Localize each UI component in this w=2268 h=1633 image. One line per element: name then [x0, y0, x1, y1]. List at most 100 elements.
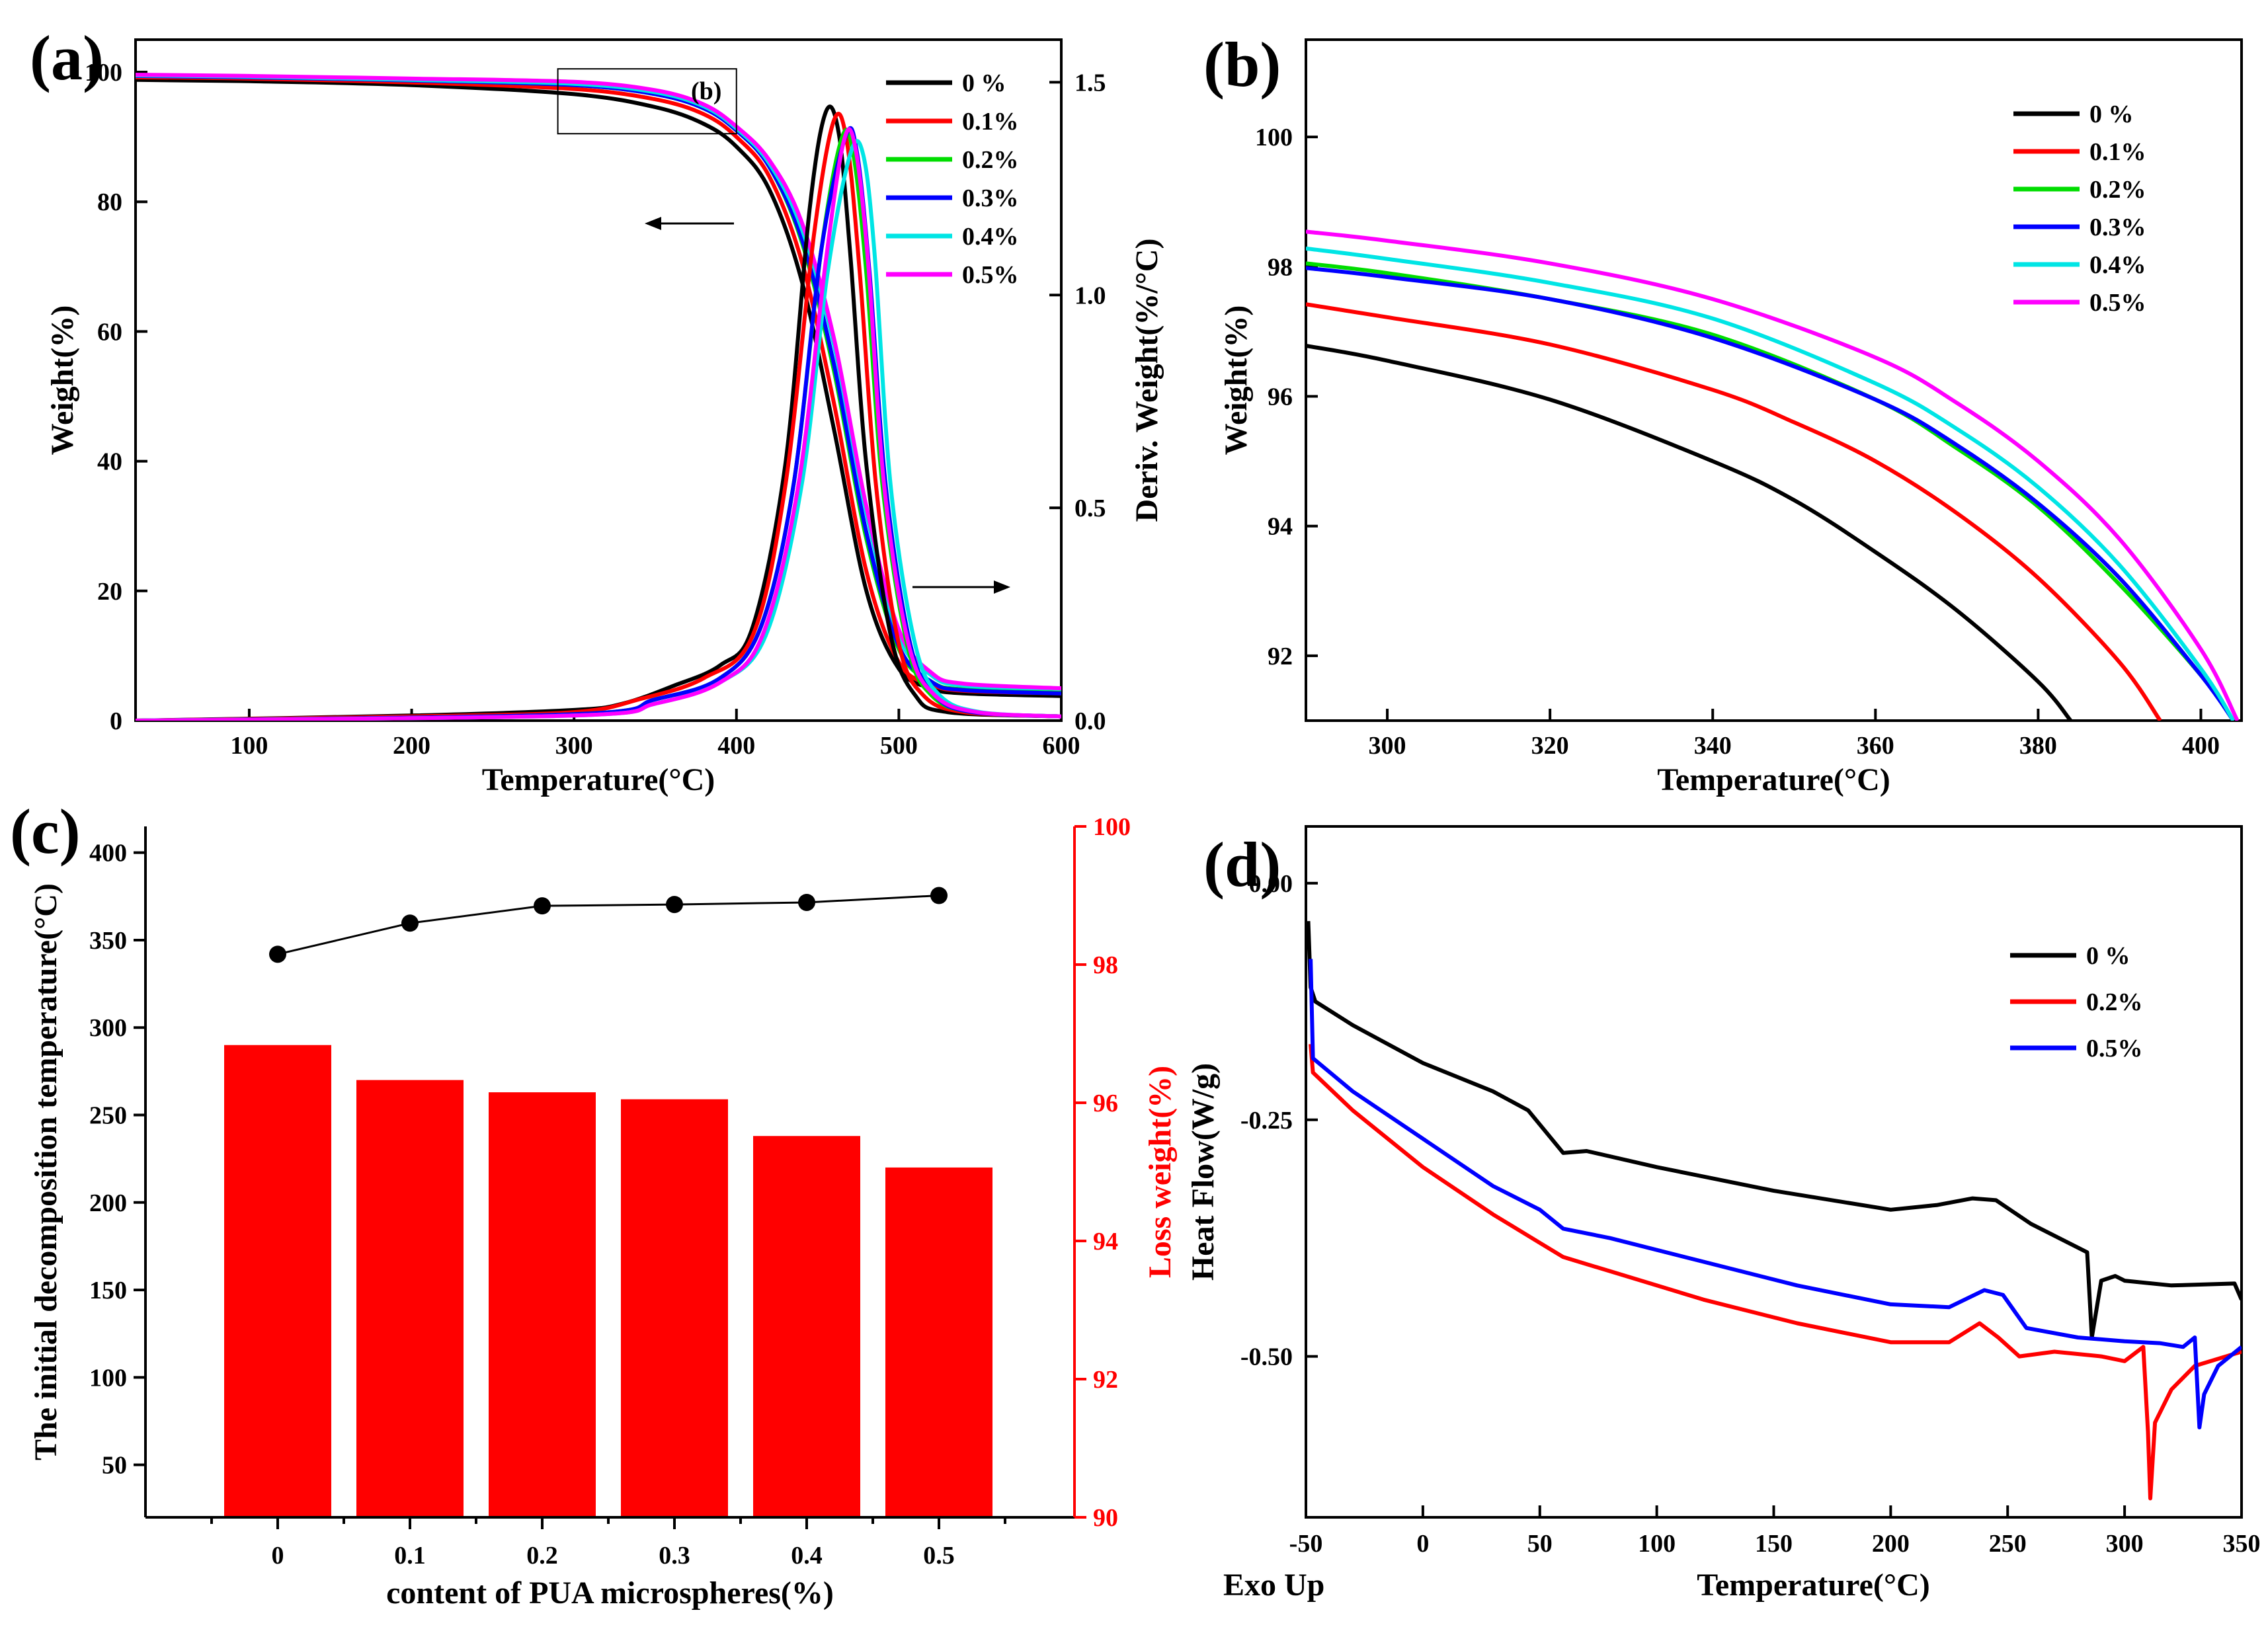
panel-d-x-tick-label-6: 250: [1989, 1530, 2027, 1558]
panel-a-y-tick-label-1: 20: [97, 578, 122, 606]
panel-b-x-tick-label-4: 380: [2019, 732, 2057, 760]
panel-c-x-tick-label-5: 0.5: [923, 1542, 955, 1570]
panel-b-label: (b): [1203, 29, 1281, 100]
panel-d-x-tick-label-4: 150: [1755, 1530, 1793, 1558]
panel-a-y2-tick-label-0: 0.0: [1074, 707, 1106, 735]
panel-a-legend-label-3: 0.3%: [962, 184, 1019, 212]
panel-c-x-tick-label-0: 0: [272, 1542, 284, 1570]
panel-b-legend-label-2: 0.2%: [2089, 176, 2146, 204]
panel-c-y2-axis-label: Loss weight(%): [1143, 1066, 1178, 1278]
panel-a-y-tick-label-3: 60: [97, 318, 122, 346]
panel-c-x-tick-label-4: 0.4: [791, 1542, 823, 1570]
panel-c-x-tick-label-1: 0.1: [394, 1542, 426, 1570]
panel-c-y-tick-label-6: 350: [89, 927, 127, 955]
panel-d-x-axis-label: Temperature(°C): [1697, 1568, 1929, 1603]
panel-c-point-5: [930, 887, 948, 904]
panel-a-y-tick-label-5: 100: [85, 59, 122, 87]
panel-b-line-4: [1306, 246, 2236, 721]
panel-c-y-tick-label-2: 150: [89, 1277, 127, 1304]
panel-a-deriv-line-3: [136, 126, 1061, 721]
panel-a-y-tick-label-4: 80: [97, 188, 122, 216]
panel-b-x-axis-label: Temperature(°C): [1657, 762, 1890, 797]
panel-a-weight-line-5: [136, 73, 1061, 690]
panel-a-x-tick-label-3: 400: [717, 732, 755, 760]
panel-c-y-tick-label-5: 300: [89, 1014, 127, 1042]
panel-c-bar-5: [885, 1167, 992, 1517]
panel-d-frame: [1305, 825, 2243, 1519]
panel-d-x-tick-label-0: -50: [1289, 1530, 1323, 1558]
panel-a-x-tick-label-4: 500: [880, 732, 918, 760]
panel-a-weight-line-4: [136, 73, 1061, 691]
panel-c-bar-3: [621, 1099, 728, 1517]
panel-c-y2-tick-label-0: 90: [1093, 1504, 1118, 1532]
panel-a-frame: [134, 38, 1063, 722]
panel-d-x-tick-label-7: 300: [2106, 1530, 2144, 1558]
panel-b-line-3: [1306, 266, 2236, 721]
panel-a-deriv-line-1: [136, 112, 1061, 721]
panel-a-x-tick-label-2: 300: [555, 732, 593, 760]
panel-c-y-axis-label: The initial decomposition temperature(°C…: [28, 883, 63, 1460]
panel-c-y-tick-label-3: 200: [89, 1189, 127, 1217]
panel-a-weight-and-derivative-chart: 100 200 300 400 500 600 0 20 40 60 80 100 0.0 0.5 1.0 1…: [30, 22, 1164, 797]
panel-b-y-tick-label-4: 100: [1255, 124, 1293, 151]
panel-d-legend-label-2: 0.5%: [2086, 1035, 2143, 1062]
panel-b-x-tick-label-1: 320: [1531, 732, 1569, 760]
panel-c-y-tick-label-4: 250: [89, 1102, 127, 1130]
panel-b-y-tick-label-2: 96: [1268, 383, 1293, 411]
panel-a-inset-box: [557, 68, 737, 135]
panel-a-deriv-line-5: [136, 127, 1061, 721]
panel-c-bar-1: [356, 1080, 464, 1517]
panel-a-legend-label-4: 0.4%: [962, 223, 1019, 251]
panel-b-y-tick-label-1: 94: [1268, 513, 1293, 541]
panel-b-legend-label-0: 0 %: [2089, 100, 2134, 128]
panel-c-point-4: [798, 893, 815, 911]
panel-b-legend-label-3: 0.3%: [2089, 214, 2146, 241]
panel-a-deriv-line-0: [136, 104, 1061, 721]
panel-c-point-1: [401, 914, 419, 932]
panel-c-point-0: [269, 945, 286, 963]
panel-a-y-tick-label-0: 0: [110, 707, 122, 735]
panel-b-y-tick-label-0: 92: [1268, 643, 1293, 670]
panel-c-y2-tick-label-1: 92: [1093, 1366, 1118, 1394]
panel-a-y2-tick-label-3: 1.5: [1074, 69, 1106, 97]
panel-d-x-tick-label-2: 50: [1527, 1530, 1553, 1558]
panel-a-legend-label-5: 0.5%: [962, 261, 1019, 289]
panel-b-legend-label-5: 0.5%: [2089, 289, 2146, 317]
panel-d-line-2: [1309, 959, 2242, 1429]
panel-a-legend-label-2: 0.2%: [962, 146, 1019, 174]
panel-b-x-tick-label-2: 340: [1694, 732, 1732, 760]
panel-d-y-tick-label-0: 0.00: [1249, 870, 1293, 898]
panel-d-x-tick-label-1: 0: [1416, 1530, 1429, 1558]
panel-b-y-tick-label-3: 98: [1268, 253, 1293, 281]
panel-a-legend-label-0: 0 %: [962, 69, 1006, 97]
panel-c-bar-2: [489, 1092, 596, 1517]
panel-c-y2-tick-label-5: 100: [1093, 813, 1131, 841]
panel-a-x-tick-label-5: 600: [1043, 732, 1080, 760]
panel-a-x-axis-label: Temperature(°C): [482, 762, 715, 797]
panel-b-frame: [1305, 38, 2243, 722]
panel-a-y-axis-label: Weight(%): [45, 305, 80, 456]
panel-c-bar-0: [224, 1045, 331, 1517]
panel-c-y-tick-label-0: 50: [102, 1452, 127, 1480]
panel-c-x-axis-label: content of PUA microspheres(%): [386, 1575, 834, 1611]
panel-a-arrow-right-head: [994, 580, 1010, 594]
panel-b-x-tick-label-0: 300: [1369, 732, 1406, 760]
panel-d-y-axis-label: Heat Flow(W/g): [1186, 1063, 1221, 1281]
panel-c-y-tick-label-1: 100: [89, 1364, 127, 1392]
panel-a-y2-tick-label-1: 0.5: [1074, 495, 1106, 522]
panel-d-line-1: [1309, 1043, 2242, 1501]
panel-c-y-tick-label-7: 400: [89, 840, 127, 867]
panel-a-x-tick-label-0: 100: [230, 732, 268, 760]
panel-d-corner-note: Exo Up: [1223, 1568, 1324, 1603]
panel-d-line-0: [1306, 921, 2242, 1339]
panel-a-weight-line-2: [136, 73, 1061, 695]
panel-c-point-2: [534, 897, 551, 915]
panel-b-legend-label-1: 0.1%: [2089, 138, 2146, 166]
panel-b-line-1: [1306, 302, 2162, 721]
panel-d-legend-label-0: 0 %: [2086, 942, 2130, 970]
panel-d-legend-label-1: 0.2%: [2086, 988, 2143, 1016]
panel-c-decomposition-bar-chart: 0 0.1 0.2 0.3 0.4 0.5 50 100 150 200 250 300 350 400 9…: [10, 796, 1178, 1611]
panel-c-y2-tick-label-3: 96: [1093, 1090, 1118, 1117]
panel-b-x-tick-label-5: 400: [2182, 732, 2220, 760]
